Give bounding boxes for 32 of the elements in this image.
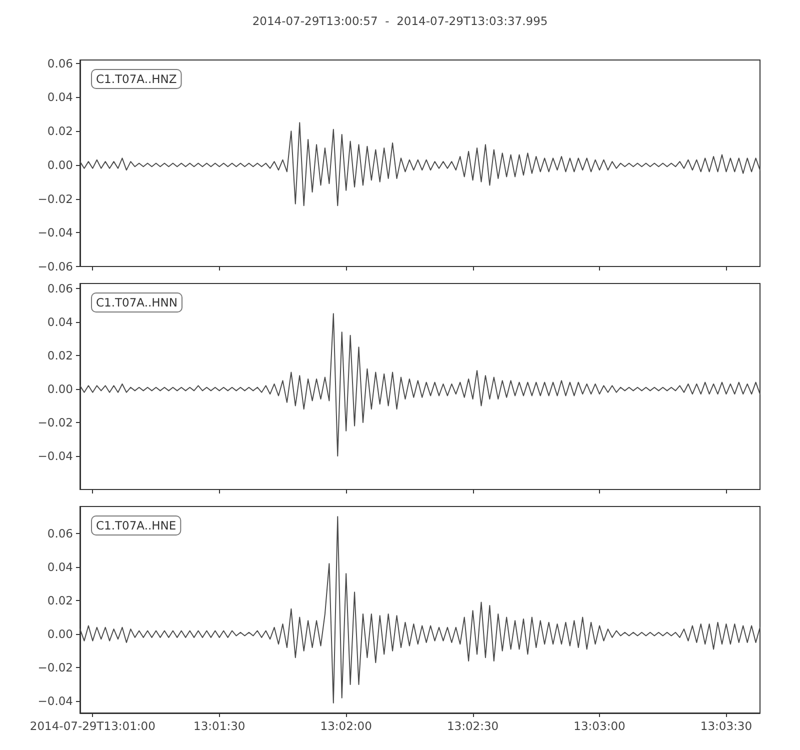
y-tick-label: −0.02: [38, 192, 73, 206]
x-tick-label: 2014-07-29T13:01:00: [30, 718, 156, 732]
y-tick-label: 0.02: [47, 593, 73, 608]
x-tick-label: 13:03:00: [574, 718, 626, 732]
annotation: C1.T07A..HNN: [96, 295, 178, 309]
chart-title: 2014-07-29T13:00:57 - 2014-07-29T13:03:37.995: [252, 14, 548, 28]
annotation: C1.T07A..HNZ: [96, 72, 177, 86]
y-tick-label: 0.04: [47, 559, 73, 574]
y-tick-label: 0.06: [47, 281, 73, 296]
y-tick-label: −0.04: [38, 694, 73, 708]
line-series: [80, 516, 760, 703]
line-series: [80, 122, 760, 206]
annotation: C1.T07A..HNE: [96, 518, 176, 532]
y-tick-label: 0.06: [47, 526, 73, 540]
x-tick-label: 13:01:30: [194, 718, 246, 732]
y-tick-label: 0.04: [47, 90, 73, 104]
line-series: [80, 312, 760, 456]
y-tick-label: 0.00: [47, 626, 73, 641]
y-tick-label: −0.04: [38, 448, 73, 463]
x-tick-label: 13:02:30: [446, 718, 499, 732]
y-tick-label: −0.02: [38, 415, 73, 430]
y-tick-label: 0.04: [47, 314, 73, 329]
y-tick-label: 0.00: [47, 382, 73, 396]
x-tick-label: 13:03:30: [700, 718, 752, 732]
y-tick-label: 0.06: [47, 56, 73, 70]
y-tick-label: 0.02: [47, 124, 73, 138]
y-tick-label: −0.06: [38, 260, 73, 274]
y-tick-label: −0.04: [38, 226, 73, 240]
y-tick-label: −0.02: [38, 660, 73, 674]
x-tick-label: 13:02:00: [320, 718, 372, 732]
y-tick-label: 0.00: [47, 158, 73, 172]
y-tick-label: 0.02: [47, 348, 73, 362]
